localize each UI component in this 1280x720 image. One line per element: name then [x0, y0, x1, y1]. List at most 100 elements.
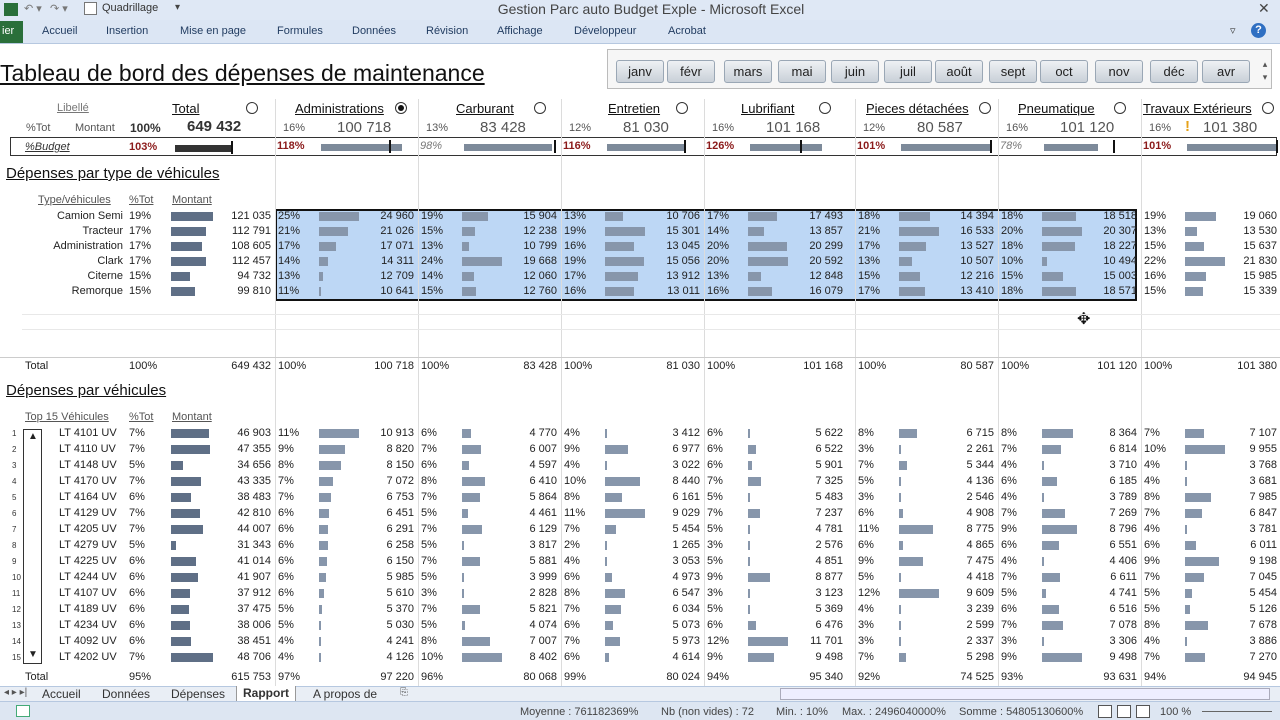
close-icon[interactable]: ✕ — [1258, 0, 1270, 16]
month-1-button[interactable]: févr — [667, 60, 715, 83]
type-total-col-6-value: 101 380 — [1237, 360, 1277, 372]
qat-dropdown-icon[interactable]: ▾ — [175, 2, 181, 13]
type-row-0-col-0-value: 24 960 — [380, 210, 414, 222]
total-radio[interactable] — [246, 102, 258, 114]
sheet-tab-depenses[interactable]: Dépenses — [171, 687, 226, 701]
tab-nav-icons[interactable]: ◂ ▸ ▸| — [4, 687, 28, 698]
tab-affichage[interactable]: Affichage — [497, 25, 543, 37]
month-8-button[interactable]: oct — [1040, 60, 1088, 83]
gridlines-checkbox[interactable] — [84, 2, 97, 15]
tab-revision[interactable]: Révision — [426, 25, 469, 37]
type-row-3-col-0-pct: 14% — [278, 255, 301, 267]
kpi-2-radio[interactable] — [676, 102, 688, 114]
kpi-0-name: Administrations — [295, 101, 384, 116]
month-11-button[interactable]: avr — [1202, 60, 1250, 83]
kpi-0-radio[interactable] — [395, 102, 407, 114]
veh-row-7-col-6-bar — [1185, 541, 1196, 550]
file-tab[interactable]: ier — [0, 21, 23, 43]
normal-view-icon[interactable] — [1098, 705, 1112, 718]
type-header-tot: %Tot — [129, 194, 154, 206]
column-divider-3 — [704, 99, 705, 699]
row-number-10: 11 — [12, 589, 21, 598]
horizontal-scrollbar[interactable] — [780, 688, 1270, 700]
veh-row-9-bar — [171, 573, 198, 582]
month-4-button[interactable]: juin — [831, 60, 879, 83]
veh-row-13-col-1-value: 7 007 — [529, 635, 557, 647]
kpi-5-budget-bar — [1044, 144, 1098, 151]
sheet-tab-rapport[interactable]: Rapport — [236, 686, 296, 702]
vehicle-list-scrollbar[interactable]: ▲ ▼ — [23, 429, 42, 664]
type-row-3-col-3-pct: 20% — [707, 255, 730, 267]
veh-row-7-col-5-value: 6 551 — [1109, 539, 1137, 551]
ribbon-collapse-icon[interactable]: ▿ — [1230, 25, 1236, 37]
veh-row-8-col-3-pct: 5% — [707, 555, 723, 567]
help-icon[interactable]: ? — [1251, 23, 1266, 38]
month-3-button[interactable]: mai — [778, 60, 826, 83]
month-5-button[interactable]: juil — [884, 60, 932, 83]
type-row-0-col-0-bar — [319, 212, 359, 221]
tab-developpeur[interactable]: Développeur — [574, 25, 637, 37]
page-break-icon[interactable] — [1136, 705, 1150, 718]
kpi-1-radio[interactable] — [534, 102, 546, 114]
month-0-button[interactable]: janv — [616, 60, 664, 83]
sheet-tab-donnees[interactable]: Données — [102, 687, 151, 701]
veh-row-0-value: 46 903 — [237, 427, 271, 439]
tab-accueil[interactable]: Accueil — [42, 25, 78, 37]
kpi-6-radio[interactable] — [1262, 102, 1274, 114]
macro-record-icon[interactable] — [16, 705, 30, 717]
kpi-3-radio[interactable] — [819, 102, 831, 114]
type-row-1-col-0-value: 21 026 — [380, 225, 414, 237]
sheet-tab-accueil[interactable]: Accueil — [42, 687, 81, 701]
type-row-5-col-4-pct: 17% — [858, 285, 881, 297]
type-row-0-col-4-bar — [899, 212, 930, 221]
month-2-button[interactable]: mars — [724, 60, 772, 83]
status-bar: Moyenne : 761182369% Nb (non vides) : 72… — [0, 701, 1280, 720]
veh-row-8-col-2-pct: 4% — [564, 555, 580, 567]
month-6-button[interactable]: août — [935, 60, 983, 83]
type-row-1-col-0-pct: 21% — [278, 225, 301, 237]
type-row-0-col-3-pct: 17% — [707, 210, 730, 222]
veh-row-2-value: 34 656 — [237, 459, 271, 471]
kpi-5-radio[interactable] — [1114, 102, 1126, 114]
month-9-button[interactable]: nov — [1095, 60, 1143, 83]
veh-row-6-col-3-pct: 5% — [707, 523, 723, 535]
tab-formules[interactable]: Formules — [277, 25, 323, 37]
insert-sheet-icon[interactable]: ⎘ — [400, 687, 408, 698]
veh-row-10-col-0-pct: 6% — [278, 587, 294, 599]
zoom-slider[interactable] — [1202, 711, 1272, 712]
type-row-4-value: 94 732 — [237, 270, 271, 282]
veh-row-1-col-5-value: 6 814 — [1109, 443, 1137, 455]
tab-mise-en-page[interactable]: Mise en page — [180, 25, 247, 37]
veh-row-6-col-1-value: 6 129 — [529, 523, 557, 535]
redo-icon[interactable]: ↷ ▾ — [50, 3, 68, 15]
undo-icon[interactable]: ↶ ▾ — [24, 3, 42, 15]
worksheet[interactable]: Tableau de bord des dépenses de maintena… — [0, 44, 1280, 699]
kpi-6-name: Travaux Extérieurs — [1143, 101, 1252, 116]
page-layout-icon[interactable] — [1117, 705, 1131, 718]
type-row-0-col-1-pct: 19% — [421, 210, 444, 222]
type-row-5-col-1-bar — [462, 287, 476, 296]
veh-row-7-col-1-bar — [462, 541, 464, 550]
veh-row-1-col-3-pct: 6% — [707, 443, 723, 455]
kpi-4-radio[interactable] — [979, 102, 991, 114]
veh-row-1-col-3-bar — [748, 445, 756, 454]
scroll-up-icon[interactable]: ▲ — [28, 431, 38, 442]
tab-donnees[interactable]: Données — [352, 25, 397, 37]
scroll-down-icon[interactable]: ▼ — [28, 649, 38, 660]
type-row-4-col-4-bar — [899, 272, 920, 281]
veh-row-13-col-6-pct: 4% — [1144, 635, 1160, 647]
month-7-button[interactable]: sept — [989, 60, 1037, 83]
slicer-scroll-icon[interactable]: ▴ ▾ — [1262, 59, 1268, 82]
veh-row-5-pct: 7% — [129, 507, 145, 519]
veh-row-12-value: 38 006 — [237, 619, 271, 631]
veh-row-9-col-1-bar — [462, 573, 464, 582]
tab-insertion[interactable]: Insertion — [106, 25, 149, 37]
veh-row-10-col-6-value: 5 454 — [1249, 587, 1277, 599]
sheet-tab-apropos[interactable]: A propos de — [313, 687, 378, 701]
month-10-button[interactable]: déc — [1150, 60, 1198, 83]
status-sum: Somme : 54805130600% — [959, 706, 1084, 718]
type-row-5-col-6-bar — [1185, 287, 1203, 296]
veh-row-6-col-3-bar — [748, 525, 750, 534]
type-row-1-value: 112 791 — [232, 225, 271, 237]
tab-acrobat[interactable]: Acrobat — [668, 25, 706, 37]
